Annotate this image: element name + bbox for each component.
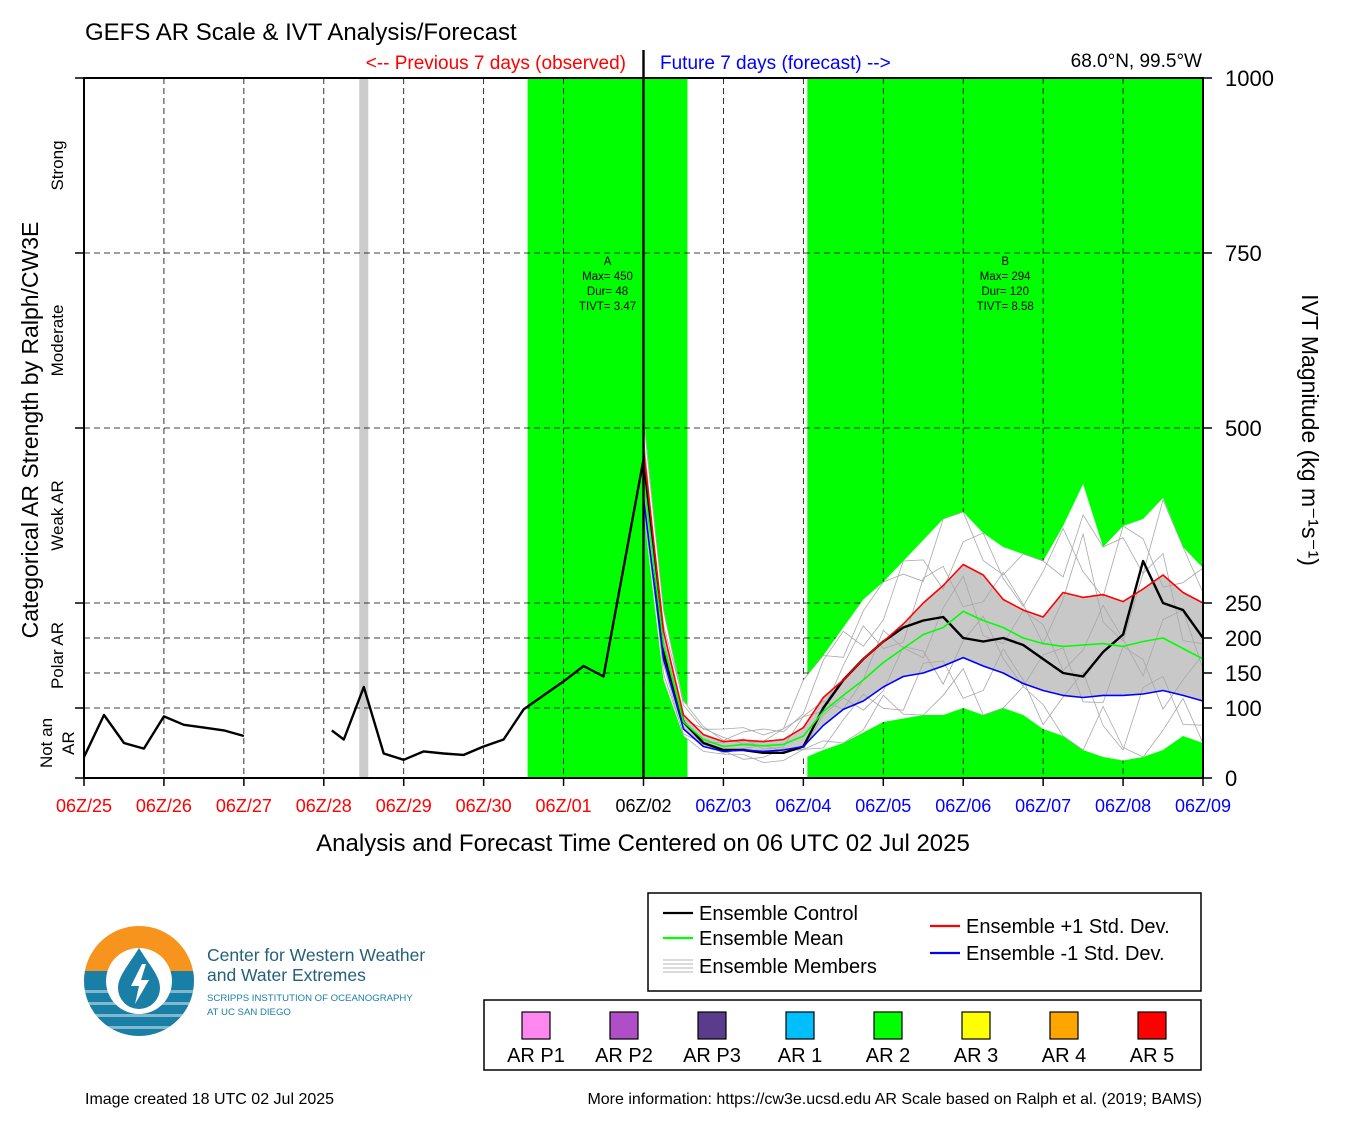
logo-line-2: and Water Extremes <box>207 965 366 985</box>
ar-scale-label-ar-p1: AR P1 <box>507 1045 565 1067</box>
ar-period-B-label: B <box>1001 256 1009 268</box>
legend-label-ensemble-control: Ensemble Control <box>699 903 858 925</box>
x-tick-label: 06Z/25 <box>56 796 112 816</box>
legend-label-ensemble-1-std-dev: Ensemble +1 Std. Dev. <box>966 916 1170 938</box>
future-days-label: Future 7 days (forecast) --> <box>660 53 891 74</box>
x-tick-label: 06Z/28 <box>296 796 352 816</box>
ar-scale-label-ar-1: AR 1 <box>778 1045 822 1067</box>
category-label-moderate: Moderate <box>48 305 67 377</box>
logo-line-4: AT UC SAN DIEGO <box>207 1007 291 1018</box>
ar-scale-swatch-ar-p1 <box>521 1011 551 1040</box>
ar-scale-label-ar-p3: AR P3 <box>683 1045 741 1067</box>
legend-label-ensemble-members: Ensemble Members <box>699 956 877 978</box>
x-tick-label: 06Z/01 <box>536 796 592 816</box>
ar-scale-label-ar-4: AR 4 <box>1042 1045 1086 1067</box>
members-std-band <box>643 449 1203 752</box>
y-axis-title-right-text: IVT Magnitude (kg m⁻¹s⁻¹) <box>1297 294 1323 566</box>
ar-period-A-label: Max= 450 <box>582 271 633 283</box>
y-tick-label: 500 <box>1225 416 1262 441</box>
ar-period-B-label: Max= 294 <box>980 271 1031 283</box>
series-lines <box>82 50 1204 778</box>
category-label-polar-ar: Polar AR <box>48 622 67 689</box>
ensemble-member-line <box>643 508 1204 764</box>
ensemble-member-line <box>643 436 1204 745</box>
footer-created: Image created 18 UTC 02 Jul 2025 <box>85 1091 334 1108</box>
ar-scale-swatch-ar-3 <box>961 1011 991 1040</box>
x-tick-label: 06Z/05 <box>855 796 911 816</box>
series-ensemble-mean <box>642 476 1204 748</box>
x-tick-label: 06Z/30 <box>456 796 512 816</box>
ar-scale-key: AR P1 AR P2 AR P3 AR 1 AR 2 AR 3 AR 4 AR 5 <box>507 1011 1174 1067</box>
y-tick-label: 250 <box>1225 591 1262 616</box>
category-label-weak-ar: Weak AR <box>48 480 67 551</box>
ar-scale-box <box>483 999 1202 1071</box>
x-tick-label: 06Z/03 <box>695 796 751 816</box>
ar-period-A-label: Dur= 48 <box>587 286 628 298</box>
category-label-not-an-ar: Not an <box>37 718 56 768</box>
ar-scale-label-ar-2: AR 2 <box>866 1045 910 1067</box>
y-axis-title-right: IVT Magnitude (kg m⁻¹s⁻¹) <box>1297 294 1323 566</box>
axes: 06Z/25 06Z/26 06Z/27 06Z/28 06Z/29 06Z/30 06Z/… <box>37 66 1274 816</box>
missing-data-bar <box>359 78 369 778</box>
x-tick-label: 06Z/27 <box>216 796 272 816</box>
ar-period-A-label: A <box>604 256 612 268</box>
ensemble-member-line <box>643 419 1204 736</box>
previous-days-label: <-- Previous 7 days (observed) <box>366 53 626 74</box>
ar-scale-label-ar-p2: AR P2 <box>595 1045 653 1067</box>
legend: Ensemble Control Ensemble Mean Ensemble Me… <box>663 903 1170 978</box>
ar-period-B-label: TIVT= 8.58 <box>977 301 1034 313</box>
x-tick-label: 06Z/06 <box>935 796 991 816</box>
x-tick-label: 06Z/02 <box>615 796 671 816</box>
legend-label-ensemble-1-std-dev: Ensemble -1 Std. Dev. <box>966 943 1165 965</box>
x-tick-label: 06Z/26 <box>136 796 192 816</box>
ar-scale-swatch-ar-p3 <box>697 1011 727 1040</box>
ar-period-B-label: Dur= 120 <box>981 286 1029 298</box>
logo-line-3: SCRIPPS INSTITUTION OF OCEANOGRAPHY <box>207 993 413 1004</box>
category-label-not-an-ar: AR <box>59 731 78 755</box>
y-tick-label: 150 <box>1225 661 1262 686</box>
legend-label-ensemble-mean: Ensemble Mean <box>699 928 844 950</box>
series-ensemble-1-std-dev <box>642 448 1204 743</box>
logo-line-1: Center for Western Weather <box>207 945 425 965</box>
y-tick-label: 100 <box>1225 696 1262 721</box>
cw3e-logo: Center for Western Weather and Water Ext… <box>84 926 425 1036</box>
ar-scale-label-ar-5: AR 5 <box>1130 1045 1174 1067</box>
series-ensemble-control <box>82 713 245 758</box>
footer-info: More information: https://cw3e.ucsd.edu … <box>587 1091 1202 1108</box>
ar-scale-swatch-ar-p2 <box>609 1011 639 1040</box>
ar-scale-label-ar-3: AR 3 <box>954 1045 998 1067</box>
y-tick-label: 0 <box>1225 766 1237 791</box>
ensemble-member-line <box>643 487 1204 760</box>
category-label-strong: Strong <box>48 140 67 190</box>
ar-scale-swatch-ar-2 <box>873 1011 903 1040</box>
ar-period-A-label: TIVT= 3.47 <box>579 301 636 313</box>
x-tick-label: 06Z/04 <box>775 796 831 816</box>
legend-box <box>647 892 1202 992</box>
location-label: 68.0°N, 99.5°W <box>1071 51 1202 72</box>
ar-scale-swatch-ar-1 <box>785 1011 815 1040</box>
ar-period-annotations: A Max= 450 Dur= 48 TIVT= 3.47 B Max= 294 Dur= … <box>579 256 1034 313</box>
chart-title: GEFS AR Scale & IVT Analysis/Forecast <box>85 19 517 46</box>
ar-scale-swatch-ar-5 <box>1137 1011 1167 1040</box>
series-ensemble-control <box>331 458 1204 761</box>
x-tick-label: 06Z/07 <box>1015 796 1071 816</box>
ar-scale-swatch-ar-4 <box>1049 1011 1079 1040</box>
y-tick-label: 1000 <box>1225 66 1274 91</box>
x-tick-label: 06Z/29 <box>376 796 432 816</box>
x-tick-label: 06Z/08 <box>1095 796 1151 816</box>
y-tick-label: 200 <box>1225 626 1262 651</box>
y-axis-title-left: Categorical AR Strength by Ralph/CW3E <box>17 222 43 639</box>
x-axis-title: Analysis and Forecast Time Centered on 0… <box>316 830 970 857</box>
series-ensemble-1-std-dev <box>642 497 1204 753</box>
y-tick-label: 750 <box>1225 241 1262 266</box>
x-tick-label: 06Z/09 <box>1175 796 1231 816</box>
ensemble-member-line <box>643 452 1204 741</box>
lightning-icon <box>131 964 149 1004</box>
